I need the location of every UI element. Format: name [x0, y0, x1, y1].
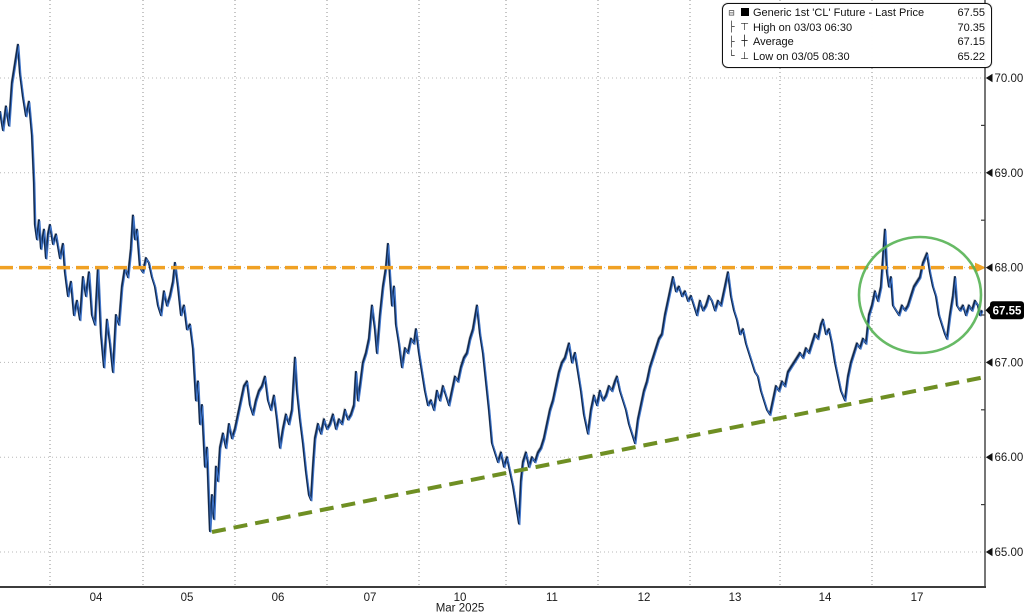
y-tick-arrow-icon: [985, 453, 993, 462]
y-tick-arrow-icon: [985, 358, 993, 367]
average-marker-icon: ┼: [741, 36, 748, 48]
resistance-line-arrow: [975, 262, 986, 273]
price-line-shadow: [0, 43, 982, 531]
x-tick-label: 12: [638, 592, 651, 604]
legend-tree-branch: └: [728, 51, 735, 63]
x-tick-label: 14: [819, 592, 832, 604]
high-marker-icon: ⊤: [740, 21, 749, 33]
x-tick-label: 10: [454, 592, 467, 604]
legend-row-low[interactable]: └ ⊥ Low on 03/05 08:30 65.22: [727, 50, 985, 65]
x-axis-month-label: Mar 2025: [436, 603, 485, 613]
legend-low-label: Low on 03/05 08:30: [753, 50, 850, 63]
series-swatch-icon: [739, 7, 750, 19]
price-line: [0, 43, 983, 533]
legend-average-value: 67.15: [957, 36, 985, 49]
y-tick-arrow-icon: [985, 263, 993, 272]
y-tick-label: 70.00: [995, 73, 1024, 85]
x-tick-label: 13: [729, 592, 742, 604]
legend-high-label: High on 03/03 06:30: [753, 21, 853, 34]
y-tick-label: 69.00: [995, 168, 1024, 180]
legend-average-label: Average: [753, 36, 794, 49]
legend-row-high[interactable]: ├ ⊤ High on 03/03 06:30 70.35: [727, 21, 985, 36]
legend-high-value: 70.35: [957, 21, 985, 34]
legend-series-value: 67.55: [957, 7, 985, 20]
y-tick-label: 68.00: [995, 263, 1024, 275]
x-tick-label: 05: [181, 592, 194, 604]
last-price-tag-value: 67.55: [993, 305, 1022, 317]
y-tick-arrow-icon: [985, 547, 993, 557]
y-tick-arrow-icon: [985, 73, 993, 83]
chart-legend[interactable]: ⊟ Generic 1st 'CL' Future - Last Price 6…: [722, 3, 992, 68]
legend-tree-branch: ├: [728, 22, 735, 34]
price-line-highlight: [0, 45, 984, 533]
legend-low-value: 65.22: [957, 50, 985, 63]
legend-tree-branch: ├: [728, 36, 735, 48]
x-tick-label: 06: [272, 592, 285, 604]
x-tick-label: 04: [90, 592, 103, 604]
y-tick-arrow-icon: [985, 168, 993, 177]
last-price-tag-pointer: [985, 304, 991, 316]
highlight-ellipse: [857, 235, 983, 355]
x-tick-label: 07: [364, 592, 377, 604]
y-tick-label: 66.00: [995, 452, 1024, 464]
legend-row-average[interactable]: ├ ┼ Average 67.15: [727, 35, 985, 50]
legend-series-label: Generic 1st 'CL' Future - Last Price: [753, 7, 925, 20]
low-marker-icon: ⊥: [740, 50, 749, 62]
y-tick-label: 67.00: [995, 357, 1024, 369]
x-tick-label: 17: [911, 592, 924, 604]
last-price-tag: [990, 301, 1024, 320]
legend-row-last-price[interactable]: ⊟ Generic 1st 'CL' Future - Last Price 6…: [727, 6, 985, 21]
y-tick-label: 65.00: [995, 547, 1024, 559]
legend-collapse-icon[interactable]: ⊟: [728, 7, 735, 19]
x-tick-label: 11: [546, 592, 558, 604]
